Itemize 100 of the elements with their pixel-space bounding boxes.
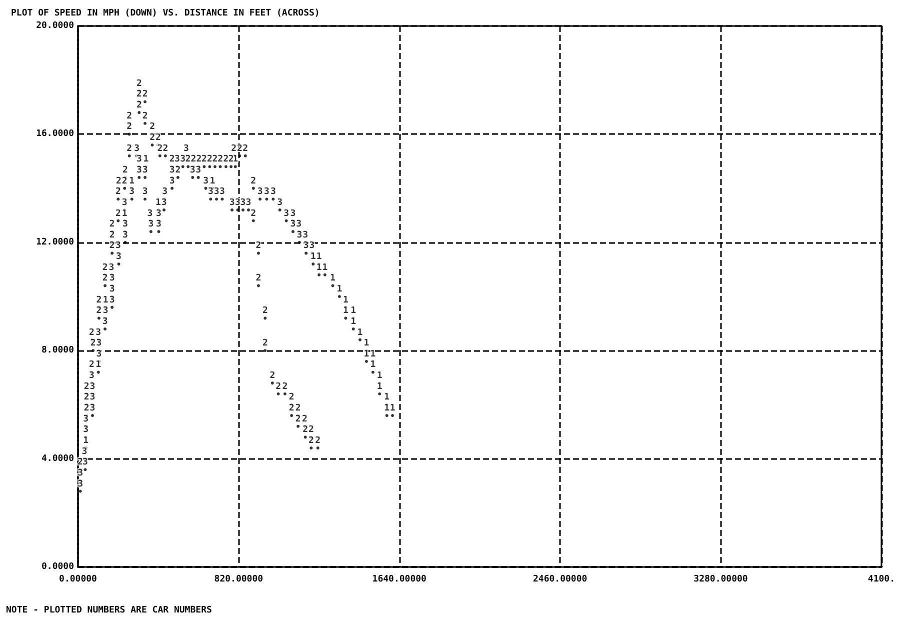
text: 2: [84, 404, 90, 414]
text: 2: [231, 144, 237, 154]
text: 1: [143, 154, 149, 165]
text: 2: [115, 187, 121, 198]
text: 3: [142, 165, 148, 176]
text: 1: [342, 295, 348, 306]
text: 2: [109, 241, 115, 252]
point: [378, 392, 382, 396]
text: 2: [96, 295, 102, 306]
text: 3: [142, 187, 148, 198]
text: 2: [270, 371, 276, 382]
text: 2: [96, 306, 102, 316]
text: 2: [236, 144, 242, 154]
text: 1: [316, 262, 322, 273]
text: 2: [295, 414, 301, 424]
text: 3: [277, 198, 283, 208]
text: 2: [175, 165, 181, 176]
text: 2: [102, 262, 108, 273]
text: 3: [220, 187, 225, 198]
text: 2: [288, 404, 294, 414]
text: 3: [82, 458, 88, 468]
text: 3: [83, 414, 89, 424]
text: 1: [350, 306, 356, 316]
x-tick-label: 820.00000: [214, 574, 264, 584]
text: 2: [162, 144, 168, 154]
text: 3: [122, 230, 128, 240]
point: [344, 316, 348, 320]
text: 1: [376, 371, 382, 382]
text: 2: [242, 144, 248, 154]
text: 2: [102, 274, 108, 284]
text: 2: [201, 154, 207, 165]
text: 3: [102, 306, 108, 316]
text: 2: [288, 392, 294, 403]
y-tick-label: 8.0000: [41, 346, 74, 356]
text: 2: [276, 382, 281, 392]
y-tick-label: 0.0000: [41, 562, 74, 572]
text: 3: [296, 230, 302, 240]
text: 1: [390, 404, 396, 414]
text: 3: [90, 382, 96, 392]
y-tick-label: 4.0000: [41, 454, 74, 464]
text: 3: [102, 316, 108, 327]
text: 3: [303, 241, 309, 252]
text: 3: [169, 176, 175, 186]
point: [96, 370, 100, 374]
text: 2: [126, 144, 132, 154]
text: 3: [90, 404, 96, 414]
text: 1: [370, 349, 376, 360]
text: 1: [232, 154, 238, 165]
text: 3: [122, 198, 128, 208]
text: 2: [136, 100, 142, 111]
chart-title: PLOT OF SPEED IN MPH (DOWN) VS. DISTANCE IN FEET (ACROSS): [11, 8, 320, 18]
x-tick-label: 4100.: [868, 574, 895, 584]
text: 1: [330, 274, 336, 284]
text: 1: [310, 252, 316, 262]
text: 2: [115, 208, 121, 219]
text: 3: [174, 154, 180, 165]
text: 1: [336, 284, 342, 294]
text: 2: [109, 230, 115, 240]
x-tick-label: 2460.00000: [532, 574, 588, 584]
text: 2: [212, 154, 218, 165]
text: 3: [89, 371, 94, 382]
text: 2: [250, 208, 256, 219]
text: 3: [229, 198, 235, 208]
text: 2: [228, 154, 234, 165]
text: 2: [282, 382, 288, 392]
text: 3: [82, 446, 88, 457]
text: 1: [384, 392, 390, 403]
text: 2: [223, 154, 229, 165]
text: 3: [284, 208, 290, 219]
text: 3: [246, 198, 252, 208]
text: 2: [295, 404, 301, 414]
text: 2: [142, 90, 148, 100]
text: 3: [96, 338, 102, 349]
text: 3: [162, 187, 168, 198]
text: 2: [250, 176, 256, 186]
text: 2: [185, 154, 191, 165]
point: [358, 338, 362, 342]
text: 3: [190, 165, 196, 176]
text: 1: [155, 198, 161, 208]
text: 1: [322, 262, 328, 273]
text: 2: [116, 176, 122, 186]
text: 2: [169, 154, 175, 165]
text: 1: [210, 176, 216, 186]
x-tick-label: 0.00000: [59, 574, 97, 584]
point: [385, 414, 388, 418]
text: 2: [262, 306, 268, 316]
text: 3: [129, 187, 135, 198]
text: 2: [218, 154, 223, 165]
text: 3: [108, 262, 114, 273]
series-label: 1: [342, 306, 348, 316]
text: 3: [169, 165, 175, 176]
point: [371, 370, 374, 374]
text: 3: [257, 187, 263, 198]
text: 2: [122, 176, 128, 186]
text: 2: [89, 360, 94, 370]
text: 2: [302, 414, 308, 424]
point: [352, 327, 355, 330]
text: 2: [190, 154, 196, 165]
text: 3: [290, 208, 296, 219]
text: 3: [290, 220, 296, 230]
